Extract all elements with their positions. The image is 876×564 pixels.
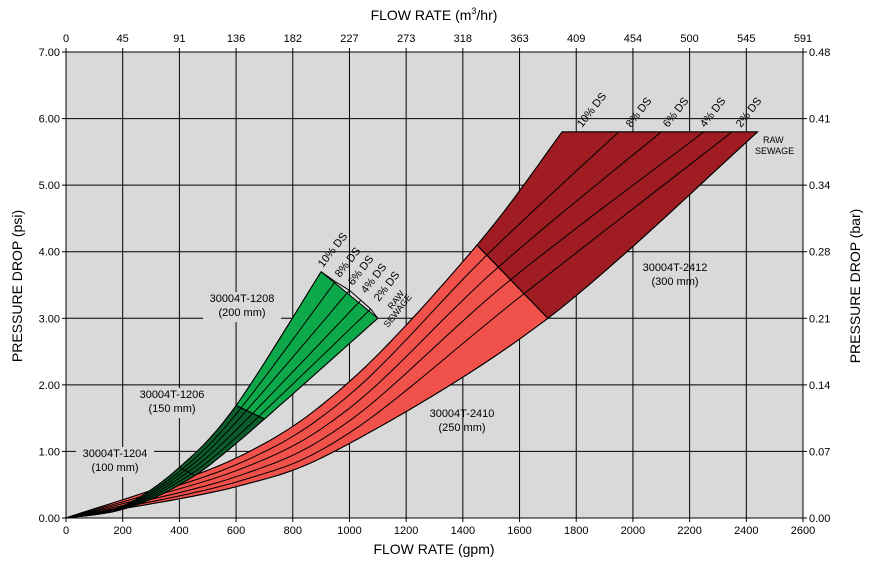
curve-line xyxy=(65,317,379,519)
y-tick-label: 7.00 xyxy=(39,47,60,59)
y-tick-label: 4.00 xyxy=(39,247,60,259)
x2-tick-label: 500 xyxy=(680,33,698,45)
y2-tick-label: 0.07 xyxy=(809,446,830,458)
divider-1204-1206 xyxy=(179,466,196,476)
x2-tick-label: 591 xyxy=(794,33,812,45)
y2-tick-label: 0.48 xyxy=(809,47,830,59)
y2-tick-label: 0.21 xyxy=(809,313,830,325)
x-tick-label: 2000 xyxy=(621,525,645,537)
y2-tick-label: 0.28 xyxy=(809,247,830,259)
x-tick-label: 1600 xyxy=(507,525,531,537)
label-plate xyxy=(76,447,154,477)
y2-tick-label: 0.34 xyxy=(809,180,830,192)
x2-tick-label: 273 xyxy=(397,33,415,45)
x2-tick-label: 545 xyxy=(737,33,755,45)
x2-tick-label: 318 xyxy=(454,33,472,45)
raw-label-large-2: SEWAGE xyxy=(755,146,794,156)
y-tick-label: 0.00 xyxy=(39,513,60,525)
plot-area xyxy=(65,51,804,519)
bottom-axis-title: FLOW RATE (gpm) xyxy=(373,541,494,557)
x-tick-label: 1800 xyxy=(564,525,588,537)
y-tick-label: 5.00 xyxy=(39,180,60,192)
divider-2410-2412 xyxy=(476,244,549,319)
x2-tick-label: 227 xyxy=(340,33,358,45)
y-tick-label: 1.00 xyxy=(39,446,60,458)
x2-tick-label: 454 xyxy=(624,33,642,45)
curve-line xyxy=(65,131,705,519)
top-axis-title: FLOW RATE (m3/hr) xyxy=(371,6,498,23)
y-tick-label: 6.00 xyxy=(39,114,60,126)
region-label-1208-name: 30004T-1208 xyxy=(210,293,275,305)
x2-tick-label: 409 xyxy=(567,33,585,45)
region-label-1204-name: 30004T-1204 xyxy=(83,448,148,460)
curve-line xyxy=(65,131,662,519)
region-label-1206-size: (150 mm) xyxy=(148,403,195,415)
band-end-cap xyxy=(320,271,379,319)
x2-tick-label: 182 xyxy=(284,33,302,45)
y-tick-label: 2.00 xyxy=(39,380,60,392)
region-label-2412-size: (300 mm) xyxy=(651,276,698,288)
x-tick-label: 1200 xyxy=(394,525,418,537)
x-tick-label: 800 xyxy=(284,525,302,537)
x2-tick-label: 91 xyxy=(173,33,185,45)
x-tick-label: 1000 xyxy=(337,525,361,537)
y2-tick-label: 0.14 xyxy=(809,380,830,392)
raw-label-large-1: RAW xyxy=(763,135,784,145)
region-label-2412-name: 30004T-2412 xyxy=(643,262,708,274)
y2-tick-label: 0.41 xyxy=(809,114,830,126)
label-plate xyxy=(133,388,211,418)
x-tick-label: 1400 xyxy=(451,525,475,537)
x-tick-label: 200 xyxy=(114,525,132,537)
x-tick-label: 600 xyxy=(227,525,245,537)
x2-tick-label: 363 xyxy=(510,33,528,45)
label-plate xyxy=(203,292,281,322)
region-label-1208-size: (200 mm) xyxy=(218,307,265,319)
x2-tick-label: 0 xyxy=(63,33,69,45)
curve-line xyxy=(65,131,758,519)
divider-1206-1208 xyxy=(235,405,265,420)
y2-tick-label: 0.00 xyxy=(809,513,830,525)
x-tick-label: 400 xyxy=(170,525,188,537)
region-label-1204-size: (100 mm) xyxy=(91,462,138,474)
left-axis-title: PRESSURE DROP (psi) xyxy=(9,210,25,362)
plot-background xyxy=(66,52,803,518)
x-tick-label: 2400 xyxy=(734,525,758,537)
y-tick-label: 3.00 xyxy=(39,313,60,325)
right-axis-title: PRESSURE DROP (bar) xyxy=(847,209,863,364)
plot-frame xyxy=(65,51,804,519)
x2-tick-label: 45 xyxy=(117,33,129,45)
x-tick-label: 2600 xyxy=(791,525,815,537)
region-label-2410-size: (250 mm) xyxy=(438,422,485,434)
x2-tick-label: 136 xyxy=(227,33,245,45)
region-label-1206-name: 30004T-1206 xyxy=(140,389,205,401)
x-tick-label: 0 xyxy=(63,525,69,537)
x-tick-label: 2200 xyxy=(677,525,701,537)
region-label-2410-name: 30004T-2410 xyxy=(430,408,495,420)
curve-line xyxy=(65,131,733,519)
